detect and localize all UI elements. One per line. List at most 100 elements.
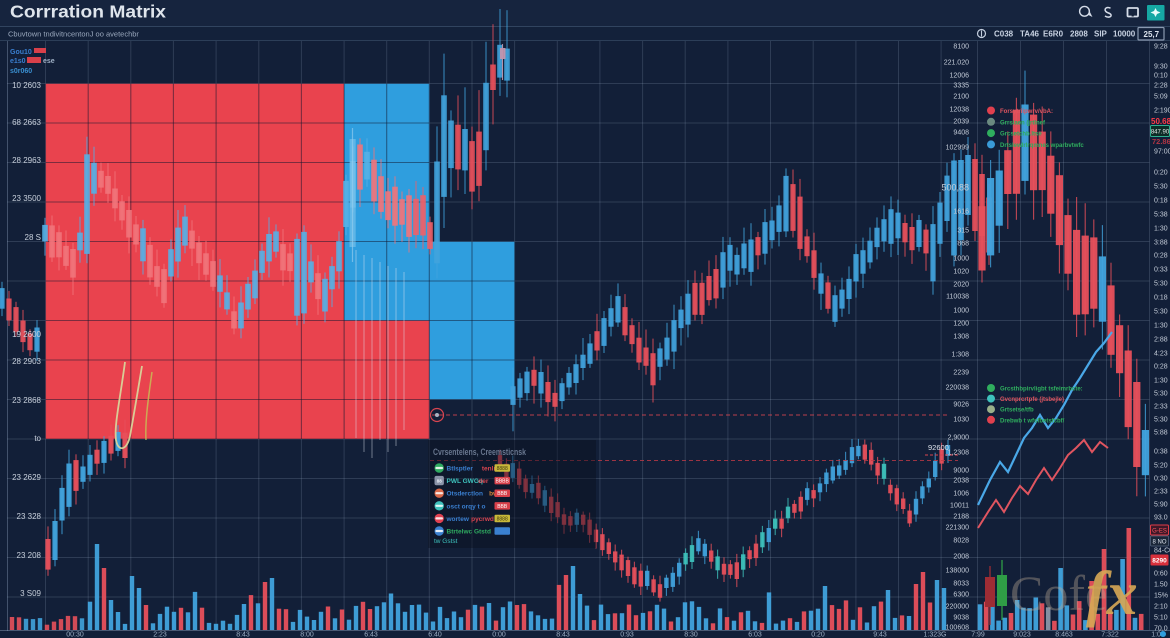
svg-text:osct orqy t o: osct orqy t o bbox=[447, 503, 486, 510]
svg-text:2:33: 2:33 bbox=[1154, 489, 1168, 496]
svg-text:Cbuvtown tndivitncentonJ oo av: Cbuvtown tndivitncentonJ oo avetechbr bbox=[8, 30, 139, 39]
svg-text:2239: 2239 bbox=[953, 370, 969, 377]
svg-text:C038: C038 bbox=[994, 30, 1014, 39]
svg-text:868: 868 bbox=[957, 241, 969, 248]
svg-text:5:09: 5:09 bbox=[1154, 94, 1168, 101]
svg-text:0:20: 0:20 bbox=[811, 632, 825, 638]
svg-text:Drebwb t wfsfbetsfcbf/: Drebwb t wfsfbetsfcbf/ bbox=[1000, 418, 1065, 424]
svg-text:8:43: 8:43 bbox=[556, 632, 570, 638]
svg-text:3 S09: 3 S09 bbox=[20, 589, 41, 598]
svg-text:Gou10: Gou10 bbox=[10, 49, 32, 56]
svg-text:12006: 12006 bbox=[950, 73, 970, 80]
svg-text:SIP: SIP bbox=[1094, 30, 1108, 39]
svg-text:68 2663: 68 2663 bbox=[12, 118, 41, 127]
svg-text:19 2600: 19 2600 bbox=[12, 330, 41, 339]
svg-text:5:90: 5:90 bbox=[1154, 502, 1168, 509]
svg-text:8888: 8888 bbox=[497, 516, 508, 522]
svg-text:to: to bbox=[34, 434, 41, 443]
svg-text:1000: 1000 bbox=[953, 308, 969, 315]
svg-text:10011: 10011 bbox=[950, 503, 969, 510]
svg-text:84-C0: 84-C0 bbox=[1154, 548, 1170, 555]
svg-text:220000: 220000 bbox=[946, 604, 969, 611]
svg-text:102999: 102999 bbox=[946, 145, 969, 152]
svg-text:3335: 3335 bbox=[953, 83, 969, 90]
svg-text:220038: 220038 bbox=[946, 385, 969, 392]
svg-text:8028: 8028 bbox=[953, 538, 969, 545]
svg-text:2:10: 2:10 bbox=[1154, 604, 1168, 611]
svg-text:1030: 1030 bbox=[953, 417, 969, 424]
svg-text:2020: 2020 bbox=[953, 282, 969, 289]
svg-text:Grtsetse/tfb: Grtsetse/tfb bbox=[1000, 408, 1034, 414]
svg-text:9:30: 9:30 bbox=[1154, 64, 1168, 71]
svg-text:8:43: 8:43 bbox=[236, 632, 250, 638]
svg-text:5:88: 5:88 bbox=[1154, 430, 1168, 437]
svg-text:1020: 1020 bbox=[953, 269, 969, 276]
svg-text:0:10: 0:10 bbox=[1154, 73, 1168, 80]
svg-text:2038: 2038 bbox=[953, 478, 969, 485]
svg-text:BBB: BBB bbox=[497, 504, 508, 510]
svg-text:Forsytriipwrv/vbA:: Forsytriipwrv/vbA: bbox=[1000, 109, 1053, 115]
svg-text:pycrwd: pycrwd bbox=[471, 516, 494, 523]
svg-text:9038: 9038 bbox=[953, 615, 969, 622]
svg-text:7:322: 7:322 bbox=[1101, 632, 1119, 638]
svg-text:Drtslewlrlrqmnes wparbvtwfc: Drtslewlrlrqmnes wparbvtwfc bbox=[1000, 143, 1084, 149]
svg-text:8:30: 8:30 bbox=[684, 632, 698, 638]
svg-text:1000: 1000 bbox=[953, 256, 969, 263]
svg-text:fx: fx bbox=[1086, 560, 1138, 628]
svg-text:0:18: 0:18 bbox=[1154, 198, 1168, 205]
svg-text:23 328: 23 328 bbox=[17, 512, 42, 521]
svg-text:2188: 2188 bbox=[953, 514, 969, 521]
svg-text:0:20: 0:20 bbox=[1154, 170, 1168, 177]
svg-text:Cofe: Cofe bbox=[1010, 565, 1107, 621]
svg-text:BBBB: BBBB bbox=[496, 479, 510, 485]
svg-text:5:30: 5:30 bbox=[1154, 309, 1168, 316]
svg-text:Btrtelwc Gtstd: Btrtelwc Gtstd bbox=[447, 529, 491, 536]
svg-text:72.86: 72.86 bbox=[1152, 137, 1170, 146]
svg-text:500,88: 500,88 bbox=[941, 183, 969, 193]
svg-text:s0r060: s0r060 bbox=[10, 68, 32, 75]
svg-text:Cvrsentelens, Creemsticnsk: Cvrsentelens, Creemsticnsk bbox=[433, 447, 527, 458]
svg-text:97:00: 97:00 bbox=[1154, 149, 1170, 156]
svg-text:5:20: 5:20 bbox=[1154, 463, 1168, 470]
svg-text:wortew: wortew bbox=[446, 516, 470, 523]
svg-text:9408: 9408 bbox=[953, 130, 969, 137]
svg-text:92600: 92600 bbox=[928, 443, 949, 452]
svg-text:9:023: 9:023 bbox=[1013, 632, 1031, 638]
svg-text:0:30: 0:30 bbox=[1154, 476, 1168, 483]
svg-text:5:30: 5:30 bbox=[1154, 391, 1168, 398]
svg-text:5:10: 5:10 bbox=[1154, 615, 1168, 622]
svg-text:0:60: 0:60 bbox=[1154, 571, 1168, 578]
svg-text:9000: 9000 bbox=[953, 468, 969, 475]
svg-text:1,2308: 1,2308 bbox=[948, 450, 970, 457]
svg-text:6:03: 6:03 bbox=[748, 632, 762, 638]
svg-text:23 2868: 23 2868 bbox=[12, 396, 41, 405]
svg-text:1308: 1308 bbox=[953, 334, 969, 341]
svg-text:70.0: 70.0 bbox=[1154, 626, 1168, 633]
svg-text:9026: 9026 bbox=[953, 402, 969, 409]
svg-text:6:43: 6:43 bbox=[364, 632, 378, 638]
svg-text:25,7: 25,7 bbox=[1144, 30, 1160, 39]
svg-text:1.50: 1.50 bbox=[1154, 582, 1168, 589]
svg-text:1:323G: 1:323G bbox=[924, 632, 947, 638]
svg-text:50.68: 50.68 bbox=[1151, 117, 1170, 126]
svg-text:88: 88 bbox=[437, 479, 443, 484]
svg-text:1:00: 1:00 bbox=[1151, 632, 1165, 638]
svg-text:0:93: 0:93 bbox=[620, 632, 634, 638]
svg-text:Grrsiaen (jrtlnef: Grrsiaen (jrtlnef bbox=[1000, 120, 1046, 126]
svg-text:0:00: 0:00 bbox=[492, 632, 506, 638]
svg-text:100608: 100608 bbox=[946, 625, 969, 632]
svg-text:10 2603: 10 2603 bbox=[12, 81, 41, 90]
svg-text:0:18: 0:18 bbox=[1154, 295, 1168, 302]
svg-text:Gvcnprcrtpfe (jtsbejle): Gvcnprcrtpfe (jtsbejle) bbox=[1000, 397, 1064, 403]
svg-text:23 3500: 23 3500 bbox=[12, 194, 41, 203]
svg-text:8888: 8888 bbox=[497, 466, 508, 472]
svg-text:PWL GWGq: PWL GWGq bbox=[447, 478, 483, 485]
svg-text:28 2963: 28 2963 bbox=[12, 156, 41, 165]
svg-text:Corrration Matrix: Corrration Matrix bbox=[10, 2, 166, 22]
svg-text:e1s0: e1s0 bbox=[10, 58, 26, 65]
svg-text:2008: 2008 bbox=[953, 554, 969, 561]
svg-text:2:88: 2:88 bbox=[1154, 337, 1168, 344]
svg-text:8 NO: 8 NO bbox=[1152, 540, 1166, 546]
svg-text:Grcsthbpirvligbt tsfeimrbcte:: Grcsthbpirvligbt tsfeimrbcte: bbox=[1000, 387, 1083, 393]
svg-text:Btlsptler: Btlsptler bbox=[447, 466, 474, 473]
